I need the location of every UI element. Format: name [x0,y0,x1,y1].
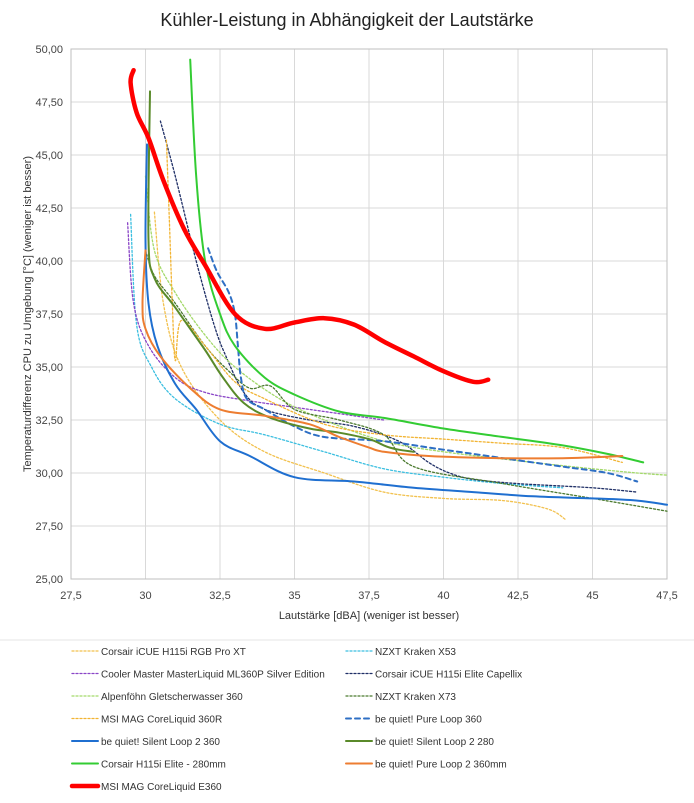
legend-entry-label: NZXT Kraken X73 [375,692,456,703]
y-tick-label: 27,50 [35,521,63,533]
x-tick-label: 37,5 [358,590,379,602]
y-tick-label: 50,00 [35,44,63,56]
x-tick-label: 40 [437,590,449,602]
y-tick-label: 47,50 [35,97,63,109]
legend-entry-label: Cooler Master MasterLiquid ML360P Silver… [101,670,325,681]
x-tick-label: 42,5 [507,590,528,602]
series-line-corsair-icue-h115i-rgb-pro-xt [153,211,567,521]
series-line-nzxt-kraken-x53 [129,213,564,489]
legend-entry-label: be quiet! Pure Loop 360 [375,715,482,726]
series-line-be-quiet-silent-loop-2-360 [144,143,668,506]
plot-border [70,48,668,580]
y-tick-label: 30,00 [35,468,63,480]
series-line-msi-mag-coreliquid-360r [165,139,623,464]
x-tick-label: 30 [139,590,151,602]
legend: Corsair iCUE H115i RGB Pro XT NZXT Kraken… [0,639,694,793]
legend-entry-label: be quiet! Silent Loop 2 280 [375,737,494,748]
x-tick-label: 45 [586,590,598,602]
legend-entry-label: be quiet! Silent Loop 2 360 [101,737,220,748]
legend-entry-label: NZXT Kraken X53 [375,647,456,658]
series-line-cooler-master-masterliquid-ml360p-silver-edition [126,222,385,421]
y-tick-label: 40,00 [35,256,63,268]
series-line-alpenf-hn-gletscherwasser-360 [144,175,668,476]
chart-title: Kühler-Leistung in Abhängigkeit der Laut… [160,10,534,30]
y-tick-label: 35,00 [35,362,63,374]
x-axis-label: Lautstärke [dBA] (weniger ist besser) [279,610,459,622]
legend-entry-label: Corsair iCUE H115i Elite Capellix [375,670,522,681]
series-lines [126,58,668,521]
x-tick-labels: 27,5 30 32,5 35 37,5 40 42,5 45 47,5 [60,590,677,602]
legend-entry-label: Corsair iCUE H115i RGB Pro XT [101,647,246,658]
series-line-corsair-h115i-elite-280mm [189,58,645,464]
gridlines [70,48,668,580]
x-tick-label: 35 [288,590,300,602]
x-tick-label: 27,5 [60,590,81,602]
y-tick-label: 42,50 [35,203,63,215]
plot-area-border [70,48,668,580]
y-tick-label: 25,00 [35,574,63,586]
legend-entry-label: MSI MAG CoreLiquid E360 [101,782,222,793]
legend-entry-label: MSI MAG CoreLiquid 360R [101,715,222,726]
y-tick-label: 37,50 [35,309,63,321]
series-line-msi-mag-coreliquid-e360 [128,67,491,385]
y-tick-label: 45,00 [35,150,63,162]
x-tick-label: 32,5 [209,590,230,602]
y-tick-labels: 25,00 27,50 30,00 32,50 35,00 37,50 40,00 42,50… [35,44,63,586]
series-line-nzxt-kraken-x73 [144,249,668,512]
legend-entry-label: Alpenföhn Gletscherwasser 360 [101,692,243,703]
y-axis-label: Temperaturdifferenz CPU zu Umgebung [°C]… [22,156,34,472]
legend-entry-label: be quiet! Pure Loop 2 360mm [375,760,507,771]
series-line-be-quiet-pure-loop-2-360mm [141,249,624,460]
y-tick-label: 32,50 [35,415,63,427]
x-tick-label: 47,5 [656,590,677,602]
legend-entry-label: Corsair H115i Elite - 280mm [101,760,226,771]
